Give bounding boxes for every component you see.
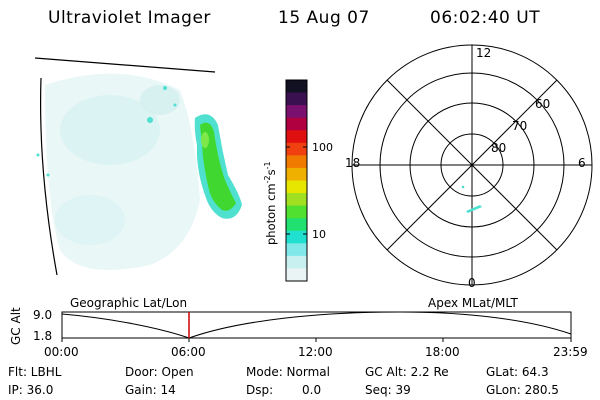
auroral-arc-inner	[200, 122, 236, 211]
colorbar-segment	[286, 130, 307, 144]
geographic-label: Geographic Lat/Lon	[70, 296, 188, 310]
mlt-label-12: 12	[476, 46, 492, 60]
timeline-tick-0000: 00:00	[44, 345, 79, 359]
colorbar-segment	[286, 80, 307, 94]
colorbar	[285, 79, 308, 282]
timeline-ymax: 9.0	[33, 308, 53, 322]
info-gc-alt: GC Alt: 2.2 Re	[365, 365, 449, 379]
mlt-label-18: 18	[345, 156, 361, 170]
timeline-ylabel: GC Alt	[9, 307, 23, 345]
colorbar-segment	[286, 167, 307, 182]
info-seq: Seq: 39	[365, 383, 411, 397]
colorbar-segment	[286, 105, 307, 119]
colorbar-ticks	[286, 146, 307, 235]
colorbar-segment	[286, 268, 307, 282]
timeline-tick-1200: 12:00	[298, 345, 333, 359]
colorbar-segment	[286, 142, 307, 156]
instrument-title: Ultraviolet Imager	[48, 8, 211, 28]
colorbar-segment	[286, 180, 307, 194]
colorbar-tick-10: 10	[312, 228, 326, 241]
timeline-tick-2359: 23:59	[553, 345, 588, 359]
info-dsp-value: 0.0	[302, 383, 322, 397]
lat-label-60: 60	[535, 97, 551, 111]
limb-left-edge	[39, 77, 58, 276]
info-mode: Mode: Normal	[246, 365, 330, 379]
info-ip: IP: 36.0	[8, 383, 54, 397]
time-label: 06:02:40 UT	[430, 8, 541, 28]
info-glon: GLon: 280.5	[486, 383, 559, 397]
polar-diag-2	[386, 79, 558, 251]
lat-label-80: 80	[491, 141, 507, 155]
info-gain: Gain: 14	[125, 383, 176, 397]
colorbar-segment	[286, 230, 307, 244]
altitude-timeline	[61, 311, 572, 342]
timeline-ymin: 1.8	[33, 329, 53, 343]
colorbar-segment	[286, 193, 307, 207]
colorbar-segment	[286, 117, 307, 131]
colorbar-tick-100: 100	[312, 141, 333, 154]
auroral-image	[34, 57, 242, 276]
colorbar-segment	[286, 255, 307, 270]
apex-label: Apex MLat/MLT	[428, 296, 518, 310]
colorbar-segment	[286, 218, 307, 232]
polar-auroral-spot	[466, 205, 482, 213]
polar-plot	[351, 44, 593, 286]
date-label: 15 Aug 07	[278, 8, 370, 28]
limb-top-edge	[34, 57, 216, 73]
colorbar-segment	[286, 92, 307, 106]
colorbar-segment	[286, 243, 307, 257]
lat-label-70: 70	[512, 119, 528, 133]
colorbar-segment	[286, 155, 307, 169]
info-door: Door: Open	[125, 365, 194, 379]
info-flt: Flt: LBHL	[8, 365, 62, 379]
colorbar-frame	[285, 79, 308, 282]
colorbar-segment	[286, 205, 307, 219]
mlt-label-0: 0	[468, 276, 476, 290]
altitude-curve	[61, 311, 572, 339]
colorbar-label: photon cm-2s-1	[263, 161, 278, 245]
mlt-label-6: 6	[578, 156, 586, 170]
timeline-tick-1800: 18:00	[425, 345, 460, 359]
info-glat: GLat: 64.3	[486, 365, 549, 379]
info-dsp: Dsp:	[246, 383, 274, 397]
timeline-tick-0600: 06:00	[171, 345, 206, 359]
